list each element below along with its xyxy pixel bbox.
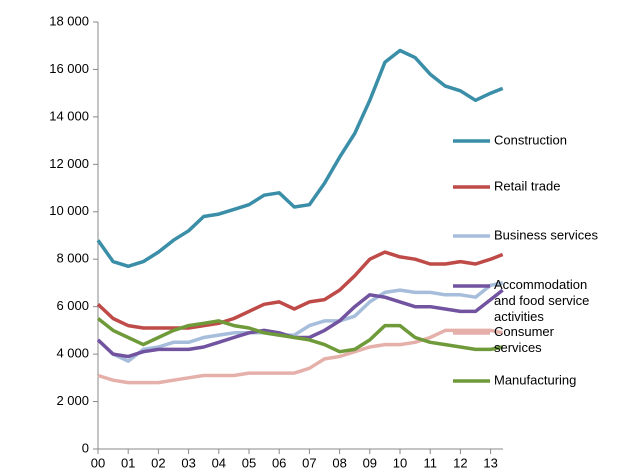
y-tick-label: 0 [82,440,89,455]
legend-label: Construction [494,132,567,147]
y-tick-label: 8 000 [56,251,89,266]
x-tick-label: 12 [453,455,467,470]
legend-label: Retail trade [494,178,560,193]
x-tick-label: 02 [151,455,165,470]
legend-label: Business services [494,227,599,242]
x-tick-label: 03 [181,455,195,470]
x-tick-label: 05 [242,455,256,470]
y-tick-label: 12 000 [49,156,89,171]
x-tick-label: 00 [91,455,105,470]
x-tick-label: 07 [302,455,316,470]
series-line [96,48,504,269]
y-tick-label: 6 000 [56,298,89,313]
x-tick-label: 11 [423,455,437,470]
y-tick-label: 10 000 [49,203,89,218]
y-tick-label: 16 000 [49,61,89,76]
x-tick-label: 10 [393,455,407,470]
series-line [97,328,504,385]
x-tick-label: 13 [483,455,497,470]
series-line [96,250,504,330]
x-tick-label: 01 [121,455,135,470]
y-tick-label: 14 000 [49,108,89,123]
legend-label: Accommodation and food service activities [494,277,589,324]
legend-label: Manufacturing [494,372,576,387]
x-tick-label: 09 [363,455,377,470]
x-tick-label: 06 [272,455,286,470]
series-line [96,317,504,354]
series-line [96,281,504,363]
y-tick-label: 18 000 [49,13,89,28]
x-tick-label: 04 [212,455,226,470]
x-tick-label: 08 [332,455,346,470]
legend-label: Consumer services [494,324,555,355]
y-tick-label: 4 000 [56,346,89,361]
y-tick-label: 2 000 [56,393,89,408]
